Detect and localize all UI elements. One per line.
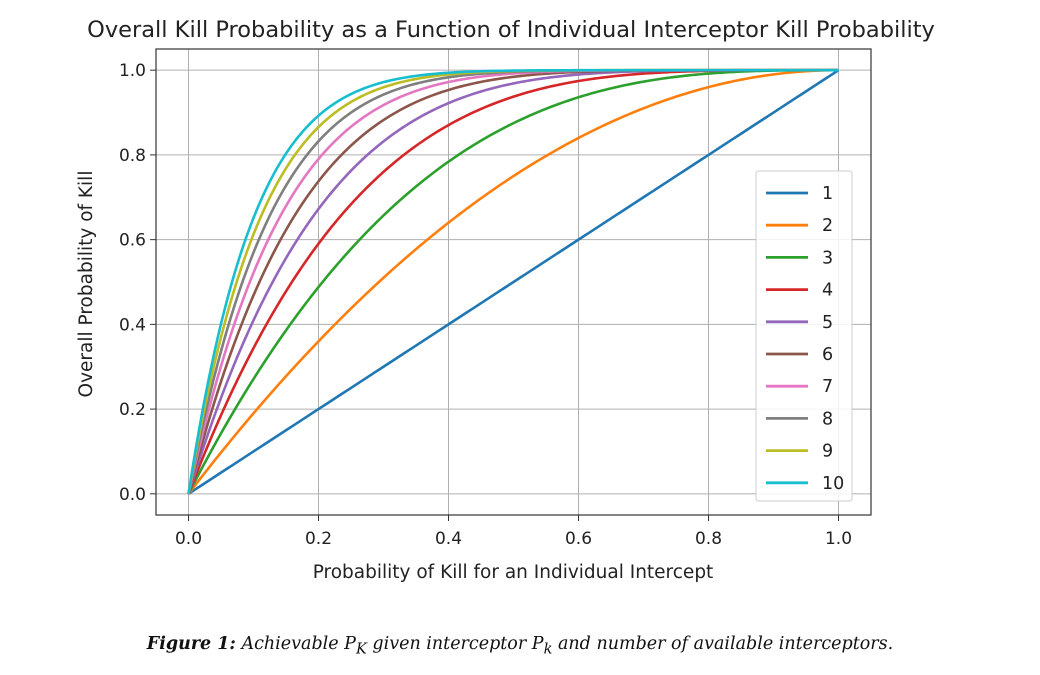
legend-label-7: 7	[822, 377, 833, 397]
caption-pk-small-sub: k	[543, 640, 553, 658]
legend-label-6: 6	[822, 345, 833, 365]
legend-label-9: 9	[822, 442, 833, 462]
x-tick-label: 0.2	[305, 529, 332, 549]
caption-text-3: and number of available interceptors.	[552, 634, 894, 654]
y-tick-label: 0.2	[119, 400, 146, 420]
caption-pk-small: P	[531, 634, 544, 654]
legend: 1 2 3 4 5 6 7 8 9 10	[755, 170, 853, 502]
legend-label-3: 3	[822, 248, 833, 268]
x-tick-label: 0.8	[695, 529, 722, 549]
series-line-10	[187, 68, 839, 495]
x-axis-ticks: 0.0 0.2 0.4 0.6 0.8 1.0	[175, 515, 852, 549]
y-tick-label: 0.8	[119, 146, 146, 166]
series-lines	[187, 68, 840, 495]
caption-label: Figure 1:	[146, 634, 236, 654]
plot-frame	[155, 48, 872, 516]
y-tick-label: 0.6	[119, 231, 146, 251]
legend-label-1: 1	[822, 184, 833, 204]
x-tick-label: 0.6	[565, 529, 592, 549]
y-tick-label: 0.4	[119, 315, 146, 335]
legend-label-8: 8	[822, 409, 833, 429]
legend-label-4: 4	[822, 281, 833, 301]
x-tick-label: 0.0	[175, 529, 202, 549]
y-tick-label: 0.0	[119, 485, 146, 505]
chart-title: Overall Kill Probability as a Function o…	[87, 17, 935, 43]
y-axis-label: Overall Probability of Kill	[76, 171, 97, 398]
legend-label-5: 5	[822, 313, 833, 333]
series-line-2	[187, 68, 839, 495]
caption-text-1: Achievable	[235, 634, 345, 654]
legend-label-10: 10	[822, 474, 844, 494]
x-tick-label: 0.4	[435, 529, 462, 549]
x-axis-label: Probability of Kill for an Individual In…	[313, 562, 714, 583]
series-line-3	[187, 68, 839, 495]
y-tick-label: 1.0	[119, 61, 146, 81]
figure-caption: Figure 1: Achievable PK given intercepto…	[0, 634, 1040, 658]
caption-pk-big-sub: K	[355, 640, 367, 658]
legend-label-2: 2	[822, 216, 833, 236]
x-tick-label: 1.0	[825, 529, 852, 549]
caption-text-2: given interceptor	[366, 634, 532, 654]
y-axis-ticks: 0.0 0.2 0.4 0.6 0.8 1.0	[119, 61, 156, 505]
series-line-1	[187, 69, 840, 495]
caption-pk-big: P	[344, 634, 356, 654]
